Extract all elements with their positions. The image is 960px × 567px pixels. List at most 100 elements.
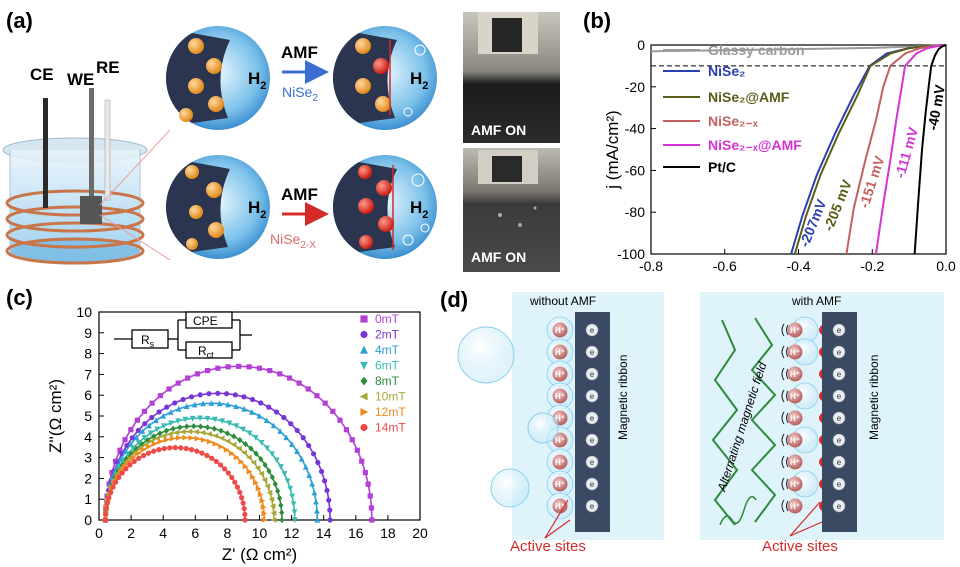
legend-entry: 14mT [375, 421, 406, 435]
data-point [191, 401, 198, 408]
data-point [349, 437, 355, 443]
data-point [239, 495, 245, 501]
data-point [241, 506, 247, 512]
data-point [365, 481, 371, 487]
data-point [206, 438, 213, 445]
y-tick-label: 7 [84, 366, 92, 382]
active-site [819, 435, 822, 445]
data-point [262, 461, 268, 468]
electron-label: e [590, 436, 595, 445]
panel-c-label: (c) [6, 285, 33, 310]
data-point [215, 365, 221, 371]
legend-marker [360, 376, 368, 386]
h2-left-top: H2 [248, 69, 266, 92]
top-row: H2 AMF NiSe2 H2 [166, 26, 437, 130]
proton-label: H⁺ [790, 392, 800, 401]
data-point [182, 416, 189, 423]
vibration-mark [781, 323, 789, 337]
data-point [149, 400, 155, 406]
data-point [161, 423, 167, 430]
data-point [231, 433, 237, 440]
data-point [354, 447, 360, 453]
x-tick-label: -0.6 [713, 258, 737, 274]
electron [585, 499, 599, 513]
electron [832, 411, 846, 425]
legend-entry: Glassy carbon [708, 42, 805, 58]
data-point [123, 466, 129, 472]
amf-label-top: AMF [281, 43, 318, 62]
data-point [144, 436, 151, 444]
data-point [300, 435, 306, 441]
data-point [263, 417, 270, 424]
data-point [106, 495, 112, 501]
left-title: without AMF [529, 294, 596, 308]
data-point [324, 487, 330, 494]
data-point [269, 451, 275, 457]
y-tick-label: -60 [625, 162, 645, 178]
data-point [305, 386, 311, 392]
proton [552, 476, 568, 492]
data-point [175, 405, 182, 412]
working-electrode [89, 88, 94, 198]
data-point [278, 502, 284, 509]
data-point [289, 493, 296, 500]
data-point [281, 471, 288, 477]
data-point [135, 450, 142, 457]
data-point [330, 408, 336, 414]
data-point [309, 480, 315, 487]
data-point [160, 433, 167, 439]
y-tick-label: 8 [84, 346, 92, 362]
fit-curve [104, 417, 296, 521]
proton-label: H⁺ [790, 458, 800, 467]
data-point [218, 427, 224, 434]
proton-label: H⁺ [555, 414, 565, 423]
data-point [226, 420, 233, 427]
data-point [291, 517, 298, 524]
x-tick-label: 18 [380, 525, 396, 541]
data-point [257, 491, 264, 498]
vibration-mark [781, 499, 789, 513]
data-point [246, 454, 252, 461]
panel-a: (a) CE WE RE [2, 8, 560, 272]
data-point [277, 371, 283, 377]
data-point [326, 497, 332, 503]
data-point [102, 517, 109, 523]
electron-label: e [590, 392, 595, 401]
re-label: RE [96, 58, 120, 77]
data-point [193, 428, 199, 435]
data-point [149, 414, 155, 421]
data-point [200, 400, 206, 407]
right-ribbon-label: Magnetic ribbon [867, 355, 881, 440]
data-point [135, 427, 141, 434]
data-point [233, 423, 240, 430]
data-point [142, 421, 148, 427]
data-point [359, 458, 365, 464]
data-point [240, 500, 246, 506]
data-point [367, 493, 373, 499]
data-point [167, 445, 173, 451]
data-point [199, 450, 205, 456]
y-tick-label: 10 [76, 304, 92, 320]
electron-label: e [837, 414, 842, 423]
data-point [238, 458, 245, 465]
legend-entry: 8mT [375, 374, 400, 388]
data-point [175, 418, 181, 425]
data-point [290, 501, 297, 508]
data-point [151, 433, 157, 440]
data-point [194, 448, 200, 454]
y-tick-label: 6 [84, 387, 92, 403]
y-tick-label: -40 [625, 121, 645, 137]
proton-label: H⁺ [790, 436, 800, 445]
data-point [225, 401, 231, 408]
electron-label: e [837, 392, 842, 401]
data-point [151, 441, 158, 447]
vibration-mark [781, 411, 789, 425]
data-point [204, 367, 211, 374]
data-point [224, 430, 231, 437]
legend-entry: NiSe₂₋ₓ [708, 113, 759, 129]
series-line [845, 44, 947, 255]
data-point [156, 447, 162, 453]
proton [552, 388, 568, 404]
electron-label: e [837, 502, 842, 511]
data-point [276, 494, 283, 502]
